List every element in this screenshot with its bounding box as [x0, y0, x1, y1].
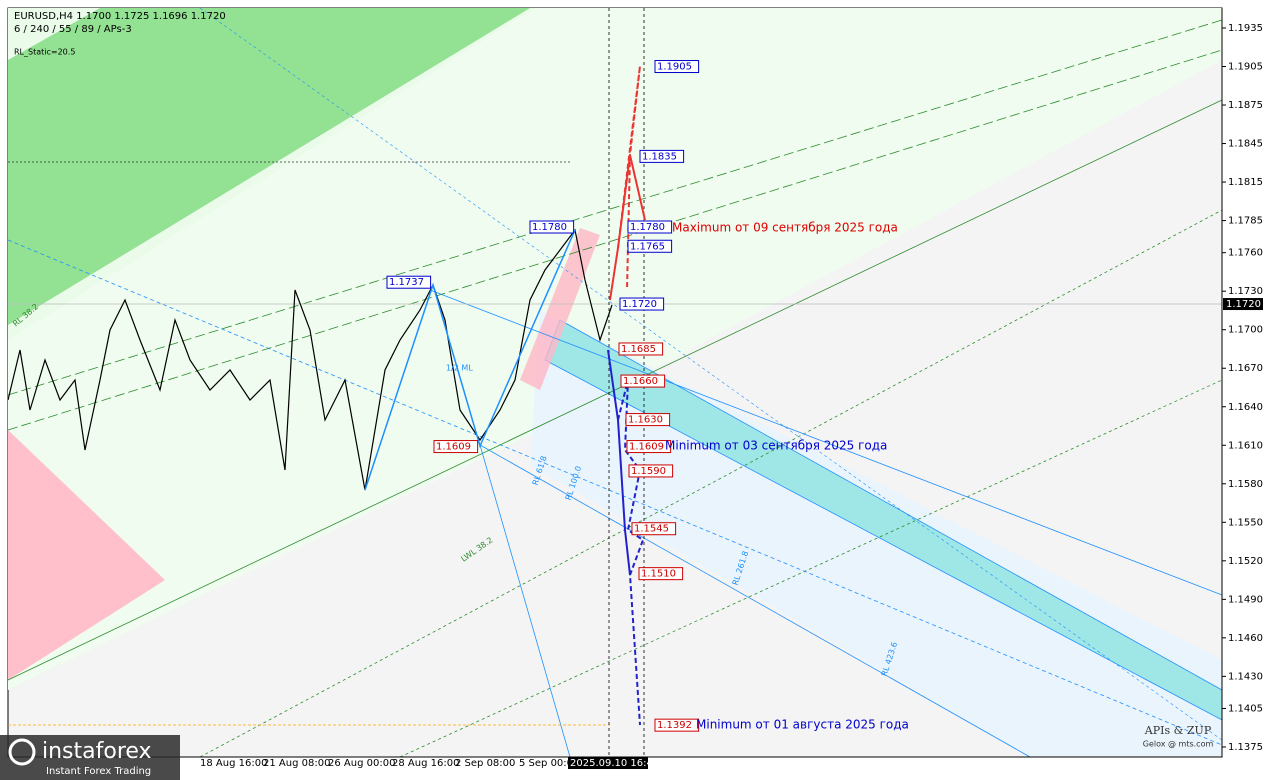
price-label: 1.1609 [629, 442, 664, 453]
time-label: 18 Aug 16:00 [200, 758, 267, 769]
price-tick-label: 1.1935 [1228, 23, 1263, 34]
price-label-box [433, 440, 479, 454]
price-label: 1.1780 [630, 222, 665, 233]
price-series [7, 228, 613, 491]
price-tick-label: 1.1700 [1228, 325, 1263, 336]
trend-line [7, 49, 1223, 431]
annotation: Maximum от 09 сентября 2025 года [672, 221, 898, 235]
price-tick-label: 1.1460 [1228, 633, 1263, 644]
price-label: 1.1720 [622, 299, 657, 310]
price-label-box [620, 374, 666, 388]
price-label-box [631, 522, 677, 536]
price-label: 1.1685 [621, 344, 656, 355]
current-price-box [1223, 298, 1263, 311]
time-label: 26 Aug 00:00 [328, 758, 395, 769]
pink-zone [8, 430, 165, 680]
price-label: 1.1630 [628, 415, 663, 426]
price-label-box [626, 440, 672, 454]
zigzag [364, 229, 576, 491]
time-label: 2 Sep 08:00 [455, 758, 515, 769]
price-tick-label: 1.1520 [1228, 556, 1263, 567]
price-label: 1.1905 [657, 62, 692, 73]
price-label: 1.1590 [631, 466, 666, 477]
forecast-down-dashed [617, 379, 645, 726]
price-tick-label: 1.1785 [1228, 216, 1263, 227]
time-cursor-box [568, 757, 648, 769]
signature-site: Gelox @ mts.com [1143, 740, 1214, 749]
trend-line [7, 19, 1223, 396]
price-label: 1.1392 [657, 720, 692, 731]
price-tick-label: 1.1730 [1228, 286, 1263, 297]
trend-line [7, 99, 1223, 681]
price-tick-label: 1.1430 [1228, 671, 1263, 682]
watermark-tagline: Instant Forex Trading [46, 766, 151, 777]
price-tick-label: 1.1405 [1228, 703, 1263, 714]
price-label-box [628, 464, 674, 478]
time-label: 28 Aug 16:00 [392, 758, 459, 769]
price-label: 1.1510 [641, 569, 676, 580]
price-tick-label: 1.1760 [1228, 248, 1263, 259]
channel-line [7, 239, 1223, 746]
price-label-box [529, 220, 575, 234]
forecast-up [609, 154, 646, 301]
price-label-box [625, 413, 671, 427]
price-label-box [386, 275, 432, 289]
price-label-box [654, 718, 700, 732]
pink-band [520, 228, 600, 390]
channel-line [479, 444, 571, 758]
price-label-box [654, 60, 700, 74]
price-label: 1.1835 [642, 151, 677, 162]
price-tick-label: 1.1905 [1228, 62, 1263, 73]
price-label-box [627, 220, 673, 234]
price-label-box [638, 567, 684, 581]
annotation: Minimum от 03 сентября 2025 года [665, 439, 887, 453]
current-price-label: 1.1720 [1226, 299, 1261, 310]
plot-area [7, 7, 1223, 758]
header-static: RL_Static=20.5 [14, 48, 75, 57]
line-label: 1/2 ML [446, 364, 473, 373]
price-label: 1.1780 [532, 222, 567, 233]
trend-line [399, 379, 1223, 758]
price-label-box [618, 342, 664, 356]
channel-line [429, 289, 1223, 596]
annotation: Minimum от 01 августа 2025 года [696, 718, 909, 732]
price-tick-label: 1.1640 [1228, 402, 1263, 413]
price-label: 1.1737 [389, 277, 424, 288]
price-label: 1.1609 [436, 442, 471, 453]
price-label: 1.1545 [634, 524, 669, 535]
price-tick-label: 1.1845 [1228, 139, 1263, 150]
price-tick-label: 1.1815 [1228, 177, 1263, 188]
time-label: 2025.09.10 16:46 [570, 758, 659, 769]
trend-line [199, 209, 1223, 758]
price-tick-label: 1.1875 [1228, 100, 1263, 111]
price-tick-label: 1.1610 [1228, 440, 1263, 451]
header-symbol: EURUSD,H4 1.1700 1.1725 1.1696 1.1720 [14, 11, 226, 22]
price-label-box [627, 239, 673, 253]
watermark-brand: instaforex [42, 739, 152, 764]
forecast-down [607, 349, 631, 576]
price-tick-label: 1.1375 [1228, 742, 1263, 753]
price-tick-label: 1.1490 [1228, 594, 1263, 605]
price-label: 1.1765 [630, 241, 665, 252]
green-band [8, 8, 530, 325]
signature-name: APIs & ZUP [1144, 724, 1212, 737]
price-label-box [619, 297, 665, 311]
time-label: 21 Aug 08:00 [263, 758, 330, 769]
channel-line [479, 444, 1031, 758]
watermark-logo [8, 738, 36, 766]
price-tick-label: 1.1670 [1228, 363, 1263, 374]
price-label-box [639, 149, 685, 163]
price-tick-label: 1.1550 [1228, 517, 1263, 528]
price-tick-label: 1.1580 [1228, 479, 1263, 490]
price-label: 1.1660 [623, 376, 658, 387]
time-label: 5 Sep 00:00 [519, 758, 579, 769]
header-params: 6 / 240 / 55 / 89 / APs-3 [14, 24, 132, 35]
